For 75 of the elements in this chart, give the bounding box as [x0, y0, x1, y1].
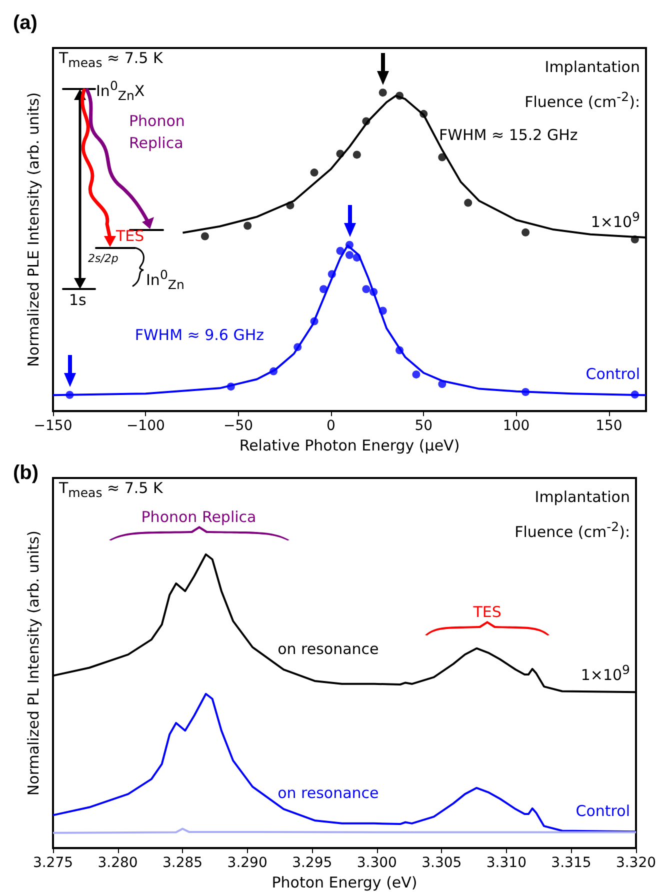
x-tick-label: 50	[414, 418, 433, 434]
point	[336, 150, 344, 158]
point	[438, 380, 446, 388]
y-axis-title: Normalized PL Intensity (arb. units)	[24, 530, 42, 796]
x-tick-label: 3.305	[422, 855, 462, 872]
point	[320, 285, 328, 294]
point	[328, 270, 336, 278]
x-tick-label: 3.320	[616, 855, 656, 872]
point	[412, 370, 420, 378]
legend-title: Implantation Fluence (cm$^{-2}$):	[514, 487, 630, 543]
annotation: FWHM ≈ 9.6 GHz	[134, 326, 264, 344]
annotation: Phonon Replica	[129, 111, 186, 154]
point	[362, 117, 370, 126]
point	[286, 201, 294, 210]
annotation: on resonance	[278, 784, 379, 802]
point	[346, 240, 354, 249]
point	[362, 285, 370, 294]
annotation: FWHM ≈ 15.2 GHz	[439, 126, 578, 144]
x-axis-title: Relative Photon Energy (μeV)	[239, 436, 460, 454]
point	[336, 246, 344, 255]
x-tick-label: 100	[502, 418, 530, 434]
point	[396, 92, 404, 100]
point	[630, 390, 639, 399]
x-tick-label: 3.275	[32, 855, 74, 872]
x-tick-label: 150	[596, 418, 622, 434]
point	[352, 150, 361, 159]
point	[630, 235, 639, 244]
x-tick-label: 0	[326, 418, 336, 434]
point	[396, 346, 404, 354]
point	[346, 251, 354, 260]
series-label: 1×10$^{9}$	[590, 209, 640, 232]
point	[522, 228, 530, 236]
annotation: TES	[473, 602, 502, 621]
point	[200, 232, 209, 240]
x-tick-label: 3.310	[486, 855, 526, 872]
series-label: Control	[586, 364, 640, 383]
point	[370, 288, 378, 296]
x-tick-label: 3.290	[227, 855, 268, 872]
x-axis-title: Photon Energy (eV)	[272, 874, 418, 892]
point	[244, 222, 252, 230]
annotation: TES	[116, 227, 144, 245]
point	[378, 306, 387, 315]
x-tick-label: 3.295	[292, 855, 332, 872]
point	[310, 168, 318, 177]
series-label: 1×10$^{9}$	[580, 662, 630, 684]
annotation: on resonance	[278, 640, 379, 658]
point	[352, 254, 361, 262]
x-tick-label: −150	[34, 418, 72, 434]
annotation: 2s/2p	[88, 252, 118, 265]
text: T$_{meas}$ ≈ 7.5 K	[59, 49, 163, 70]
point	[294, 343, 302, 352]
point	[310, 317, 318, 326]
x-tick-label: −100	[126, 418, 165, 434]
point	[522, 388, 530, 396]
x-tick-label: 3.300	[356, 855, 397, 872]
point	[378, 88, 387, 97]
point	[464, 198, 472, 207]
annotation: In$^{0}$$_{Zn}$X	[96, 78, 145, 103]
y-axis-title: Normalized PLE Intensity (arb. units)	[24, 92, 42, 367]
x-tick-label: 3.285	[162, 855, 203, 872]
x-tick-label: 3.280	[98, 855, 138, 872]
text: Phonon Replica	[141, 508, 256, 526]
text: T$_{meas}$ ≈ 7.5 K	[59, 479, 163, 500]
legend-title: Implantation Fluence (cm$^{-2}$):	[524, 57, 640, 113]
x-tick-label: 3.315	[551, 855, 592, 872]
annotation: 1s	[69, 291, 86, 309]
chart-title: (a)	[13, 12, 38, 34]
point	[420, 110, 428, 118]
chart-title: (b)	[13, 462, 39, 484]
point	[270, 367, 278, 376]
series-label: Control	[576, 802, 630, 820]
point	[438, 153, 446, 162]
x-tick-label: −50	[224, 418, 254, 434]
point	[226, 382, 235, 391]
point	[66, 390, 74, 399]
